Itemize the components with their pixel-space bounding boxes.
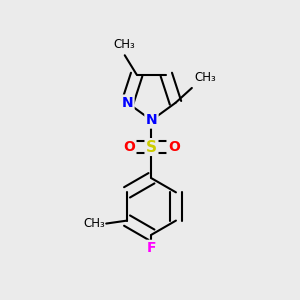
Text: N: N (146, 113, 157, 127)
Text: F: F (147, 241, 156, 255)
Text: CH₃: CH₃ (83, 217, 105, 230)
Text: S: S (146, 140, 157, 154)
Text: O: O (123, 140, 135, 154)
Text: CH₃: CH₃ (195, 71, 217, 84)
Text: CH₃: CH₃ (114, 38, 136, 51)
Text: O: O (168, 140, 180, 154)
Text: N: N (122, 96, 133, 110)
